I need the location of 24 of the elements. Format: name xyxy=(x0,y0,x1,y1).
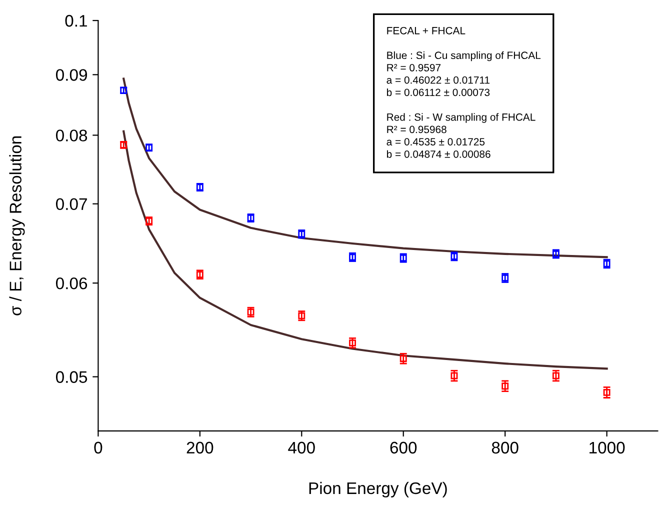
line-series xyxy=(122,78,608,258)
point xyxy=(298,312,306,320)
point xyxy=(400,355,407,362)
x-tick-label: 600 xyxy=(390,442,417,454)
point xyxy=(502,382,509,390)
y-tick-label: 0.08 xyxy=(56,130,88,142)
y-tick-label: 0.06 xyxy=(56,277,88,290)
y-tick-label: 0.1 xyxy=(65,14,87,27)
x-tick-label: 200 xyxy=(186,442,214,454)
x-tick-label: 0 xyxy=(94,442,102,454)
point xyxy=(552,372,560,380)
x-tick-label: 800 xyxy=(492,442,518,454)
y-tick-label: 0.05 xyxy=(56,371,88,383)
x-tick-label: 1000 xyxy=(590,442,625,454)
point xyxy=(603,388,610,396)
text: FECAL + FHCAL Blue : Si - Cu sampling of FHCAL R² = 0.9597 a = 0.46022 ± 0.01711 b = 0.06112 ± 0.00073 Red : Si - W sampling of FHCAL R² = 0.95968 a = 0.4535 ± 0.01725 b = 0.04874 ± 0.00086 xyxy=(386,26,541,158)
point xyxy=(247,308,254,316)
x-tick-label: 400 xyxy=(288,442,315,454)
x-axis-title: Pion Energy (GeV) xyxy=(309,482,447,498)
y-tick-label: 0.07 xyxy=(56,198,87,210)
y-tick-label: 0.09 xyxy=(56,69,87,81)
point xyxy=(450,372,458,380)
y-axis-title: σ / E, Energy Resolution xyxy=(9,136,25,316)
point xyxy=(349,339,356,346)
